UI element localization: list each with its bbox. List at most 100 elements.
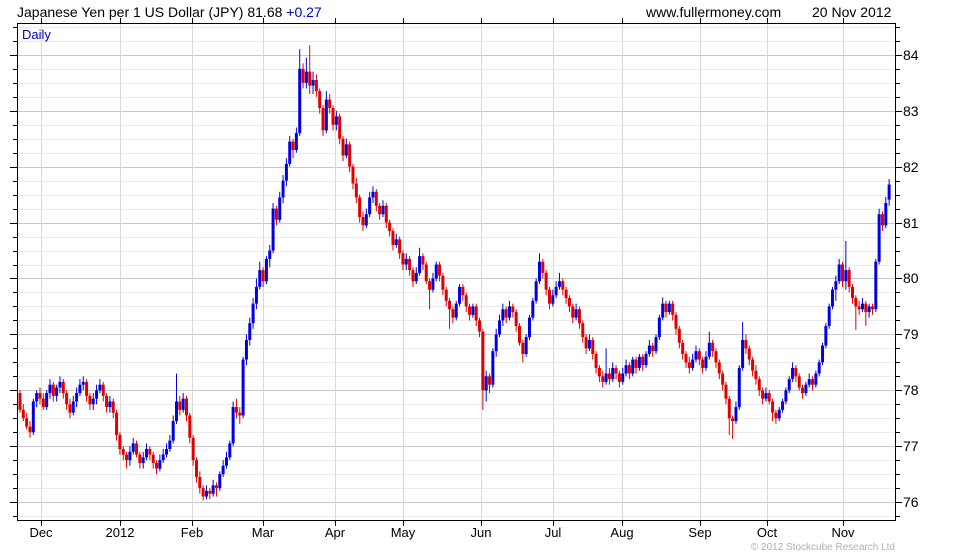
candle-body	[338, 116, 342, 139]
candle-body	[284, 163, 288, 181]
y-axis-tick-label: 76	[903, 494, 919, 511]
candle-body	[694, 351, 698, 360]
candle-body	[308, 71, 312, 86]
candle-body	[348, 144, 352, 167]
candle-body	[354, 183, 358, 198]
candle-body	[158, 460, 162, 469]
candle-body	[441, 275, 445, 290]
candle-body	[281, 180, 285, 198]
x-axis-tick-label: Oct	[756, 525, 778, 540]
candle-body	[241, 359, 245, 416]
candle-body	[91, 398, 95, 405]
candle-body	[504, 309, 508, 318]
candle-body	[754, 370, 758, 380]
candle-body	[474, 306, 478, 321]
candle-body	[631, 359, 635, 374]
candle-body	[501, 309, 505, 321]
candle-body	[667, 303, 671, 313]
candle-body	[118, 435, 122, 449]
candle-body	[804, 384, 808, 394]
candle-body	[461, 286, 465, 296]
candle-body	[58, 381, 62, 388]
website-link[interactable]: www.fullermoney.com	[646, 4, 782, 20]
candle-body	[607, 373, 611, 380]
candle-body	[547, 289, 551, 304]
candle-body	[351, 166, 355, 184]
x-axis-tick-label: Apr	[324, 525, 346, 540]
x-axis-tick-label: Sep	[688, 525, 712, 540]
candle-body	[111, 401, 115, 413]
candle-body	[478, 320, 482, 332]
candle-body	[851, 286, 854, 299]
candle-body	[168, 440, 172, 449]
candle-body	[488, 376, 492, 385]
candle-body	[45, 393, 49, 408]
candle-body	[471, 306, 475, 315]
y-axis-tick-label: 82	[903, 158, 919, 175]
candle-body	[188, 415, 192, 438]
candle-body	[531, 300, 535, 318]
candle-body	[691, 359, 695, 368]
candle-body	[165, 449, 169, 455]
candle-body	[418, 256, 422, 273]
candle-body	[514, 312, 518, 327]
candle-body	[214, 485, 218, 489]
candle-body	[857, 306, 861, 310]
candle-body	[884, 203, 888, 226]
candle-body	[151, 454, 155, 463]
candle-body	[454, 303, 458, 318]
candle-body	[521, 342, 525, 354]
candle-body	[148, 449, 152, 455]
candle-body	[717, 362, 721, 374]
candle-body	[847, 270, 851, 287]
candle-body	[314, 80, 318, 92]
candle-body	[121, 449, 125, 455]
candle-body	[551, 295, 555, 304]
candle-body	[431, 278, 435, 290]
y-axis-tick-label: 80	[903, 270, 919, 287]
candle-body	[627, 365, 631, 374]
candle-body	[634, 359, 638, 368]
candle-body	[831, 289, 835, 307]
candle-body	[448, 300, 452, 310]
candle-body	[391, 230, 395, 245]
y-axis-tick-label: 81	[903, 214, 919, 231]
candle-body	[637, 356, 641, 368]
candle-body	[328, 99, 332, 108]
candle-body	[887, 184, 891, 200]
candle-body	[294, 133, 298, 150]
candle-body	[724, 384, 728, 399]
candle-body	[527, 317, 531, 338]
candle-body	[711, 342, 715, 352]
candle-body	[428, 281, 432, 290]
candle-body	[577, 309, 581, 324]
x-axis-tick-label: 2012	[105, 525, 135, 540]
candle-body	[468, 306, 472, 315]
candle-body	[68, 404, 72, 413]
x-axis-tick-label: Jun	[470, 525, 492, 540]
candle-body	[178, 401, 182, 410]
candle-body	[491, 351, 495, 385]
candle-body	[498, 320, 502, 335]
candle-body	[870, 306, 874, 310]
candle-body	[744, 339, 748, 349]
candle-body	[301, 68, 305, 83]
candle-body	[674, 314, 678, 329]
candle-body	[687, 362, 691, 368]
candle-body	[204, 490, 208, 497]
candle-body	[155, 462, 159, 469]
candle-body	[55, 387, 59, 396]
candle-body	[261, 270, 265, 282]
candle-body	[807, 379, 811, 385]
y-axis-tick-label: 78	[903, 382, 919, 399]
candle-body	[371, 191, 375, 198]
candle-body	[821, 345, 825, 363]
x-axis-tick-label: Jul	[544, 525, 562, 540]
candle-body	[85, 381, 89, 396]
candle-body	[414, 272, 418, 282]
candle-body	[537, 261, 541, 282]
candle-body	[844, 270, 848, 282]
candle-body	[644, 353, 648, 366]
candle-body	[35, 393, 39, 402]
candle-body	[611, 367, 615, 380]
